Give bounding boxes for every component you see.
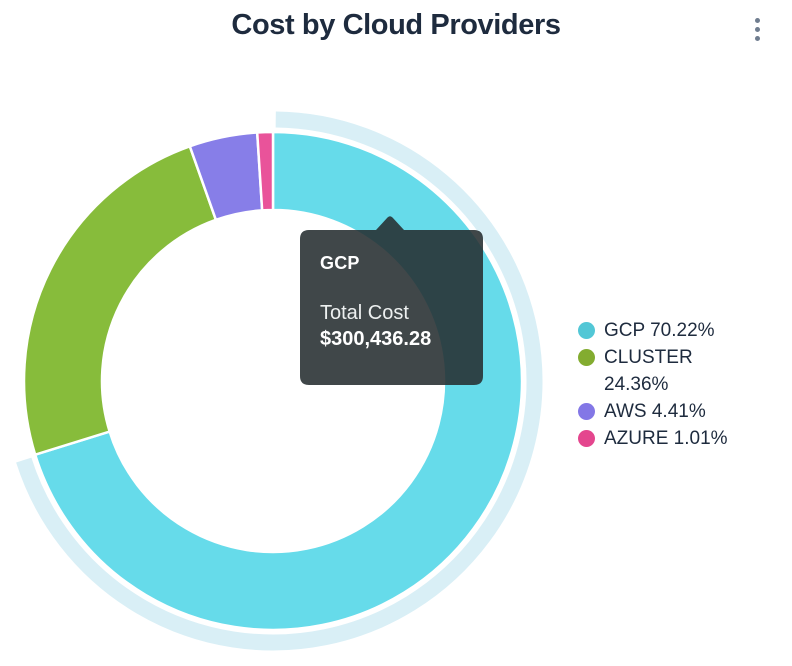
legend-item-gcp[interactable]: GCP 70.22% xyxy=(578,317,732,344)
hover-highlight-ring xyxy=(16,111,543,651)
legend-label: CLUSTER 24.36% xyxy=(604,347,693,395)
tooltip-bubble xyxy=(300,216,483,385)
legend-label: GCP 70.22% xyxy=(604,320,715,341)
legend-swatch-aws xyxy=(578,403,595,420)
legend-item-cluster[interactable]: CLUSTER 24.36% xyxy=(578,344,732,398)
legend-swatch-azure xyxy=(578,430,595,447)
legend-label: AZURE 1.01% xyxy=(604,428,728,449)
legend-item-azure[interactable]: AZURE 1.01% xyxy=(578,425,732,452)
menu-button[interactable] xyxy=(747,13,768,46)
legend-item-aws[interactable]: AWS 4.41% xyxy=(578,398,732,425)
donut-slice-azure[interactable] xyxy=(255,130,275,212)
legend-swatch-gcp xyxy=(578,322,595,339)
legend: GCP 70.22% CLUSTER 24.36% AWS 4.41% AZURE 1… xyxy=(578,317,732,452)
legend-label: AWS 4.41% xyxy=(604,401,706,422)
chart-title: Cost by Cloud Providers xyxy=(231,9,561,41)
donut-slice-cluster[interactable] xyxy=(22,145,218,456)
legend-swatch-cluster xyxy=(578,349,595,366)
